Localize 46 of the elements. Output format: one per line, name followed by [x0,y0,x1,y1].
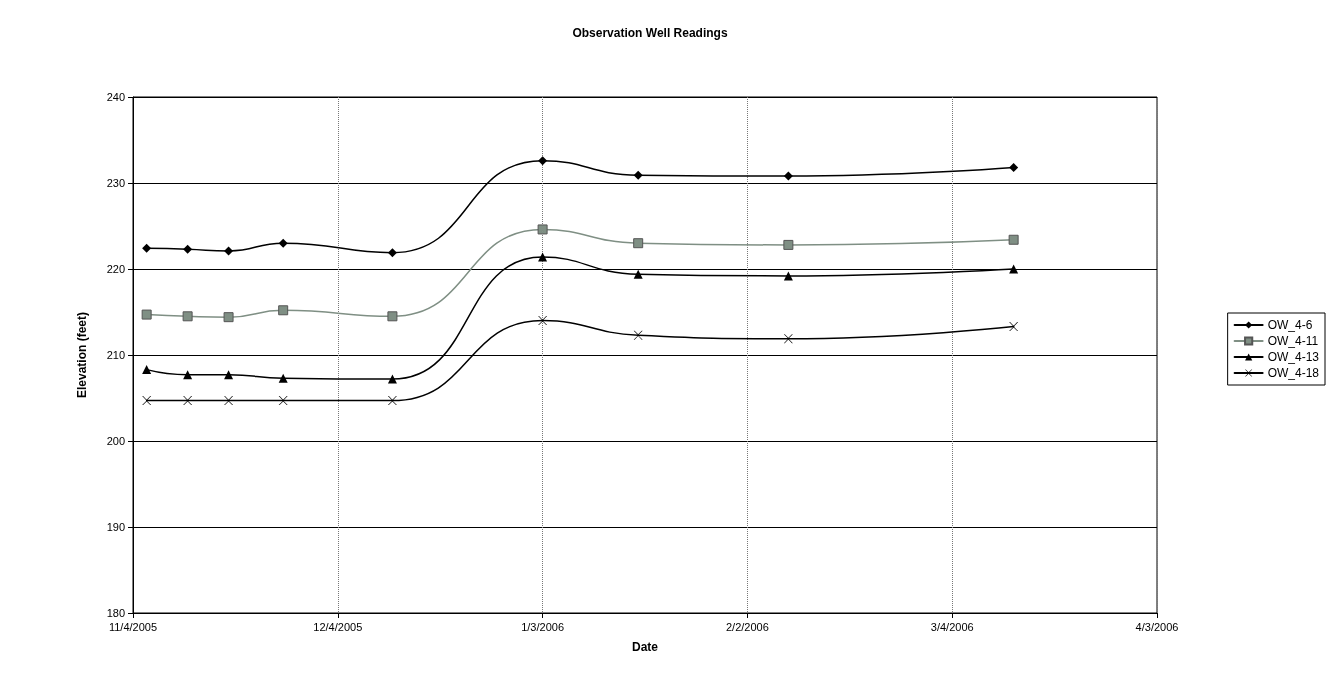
point [224,370,234,380]
y-tick-label: 230 [106,177,125,189]
x-tick-label: 3/4/2006 [930,620,974,633]
point [142,243,152,253]
y-tick-label: 210 [106,349,125,361]
x-tick-label: 4/3/2006 [1135,620,1179,633]
point [278,238,288,248]
point [1009,163,1019,173]
point [537,224,548,235]
point [633,269,643,279]
point [387,311,398,322]
x-tick-label: 11/4/2005 [108,620,158,633]
point [1009,264,1019,274]
point [387,374,397,384]
point [182,311,193,322]
point [387,248,397,258]
point [141,309,152,320]
legend-label: OW_4-6 [1267,318,1313,332]
point [538,156,548,166]
chart-title: Observation Well Readings [572,26,728,40]
y-tick-label: 200 [106,435,125,447]
x-tick-label: 12/4/2005 [313,620,363,633]
point [278,396,288,406]
y-tick-label: 240 [106,91,125,103]
x-tick-label: 1/3/2006 [521,620,565,633]
point [224,246,234,256]
point [142,365,152,375]
legend-label: OW_4-18 [1267,366,1320,380]
x-tick-label: 2/2/2006 [725,620,769,633]
point [633,170,643,180]
legend-label: OW_4-13 [1267,350,1320,364]
point [278,373,288,383]
y-tick-label: 190 [106,521,125,533]
y-axis-title: Elevation (feet) [75,311,89,399]
point [1008,234,1019,245]
point [183,370,193,380]
point [633,238,644,249]
point [783,171,793,181]
x-axis-title: Date [631,640,659,654]
point [223,312,234,323]
y-tick-label: 180 [106,607,125,619]
legend-label: OW_4-11 [1267,334,1319,348]
point [183,244,193,254]
point [278,305,289,316]
point [783,239,794,250]
y-tick-label: 220 [106,263,125,275]
